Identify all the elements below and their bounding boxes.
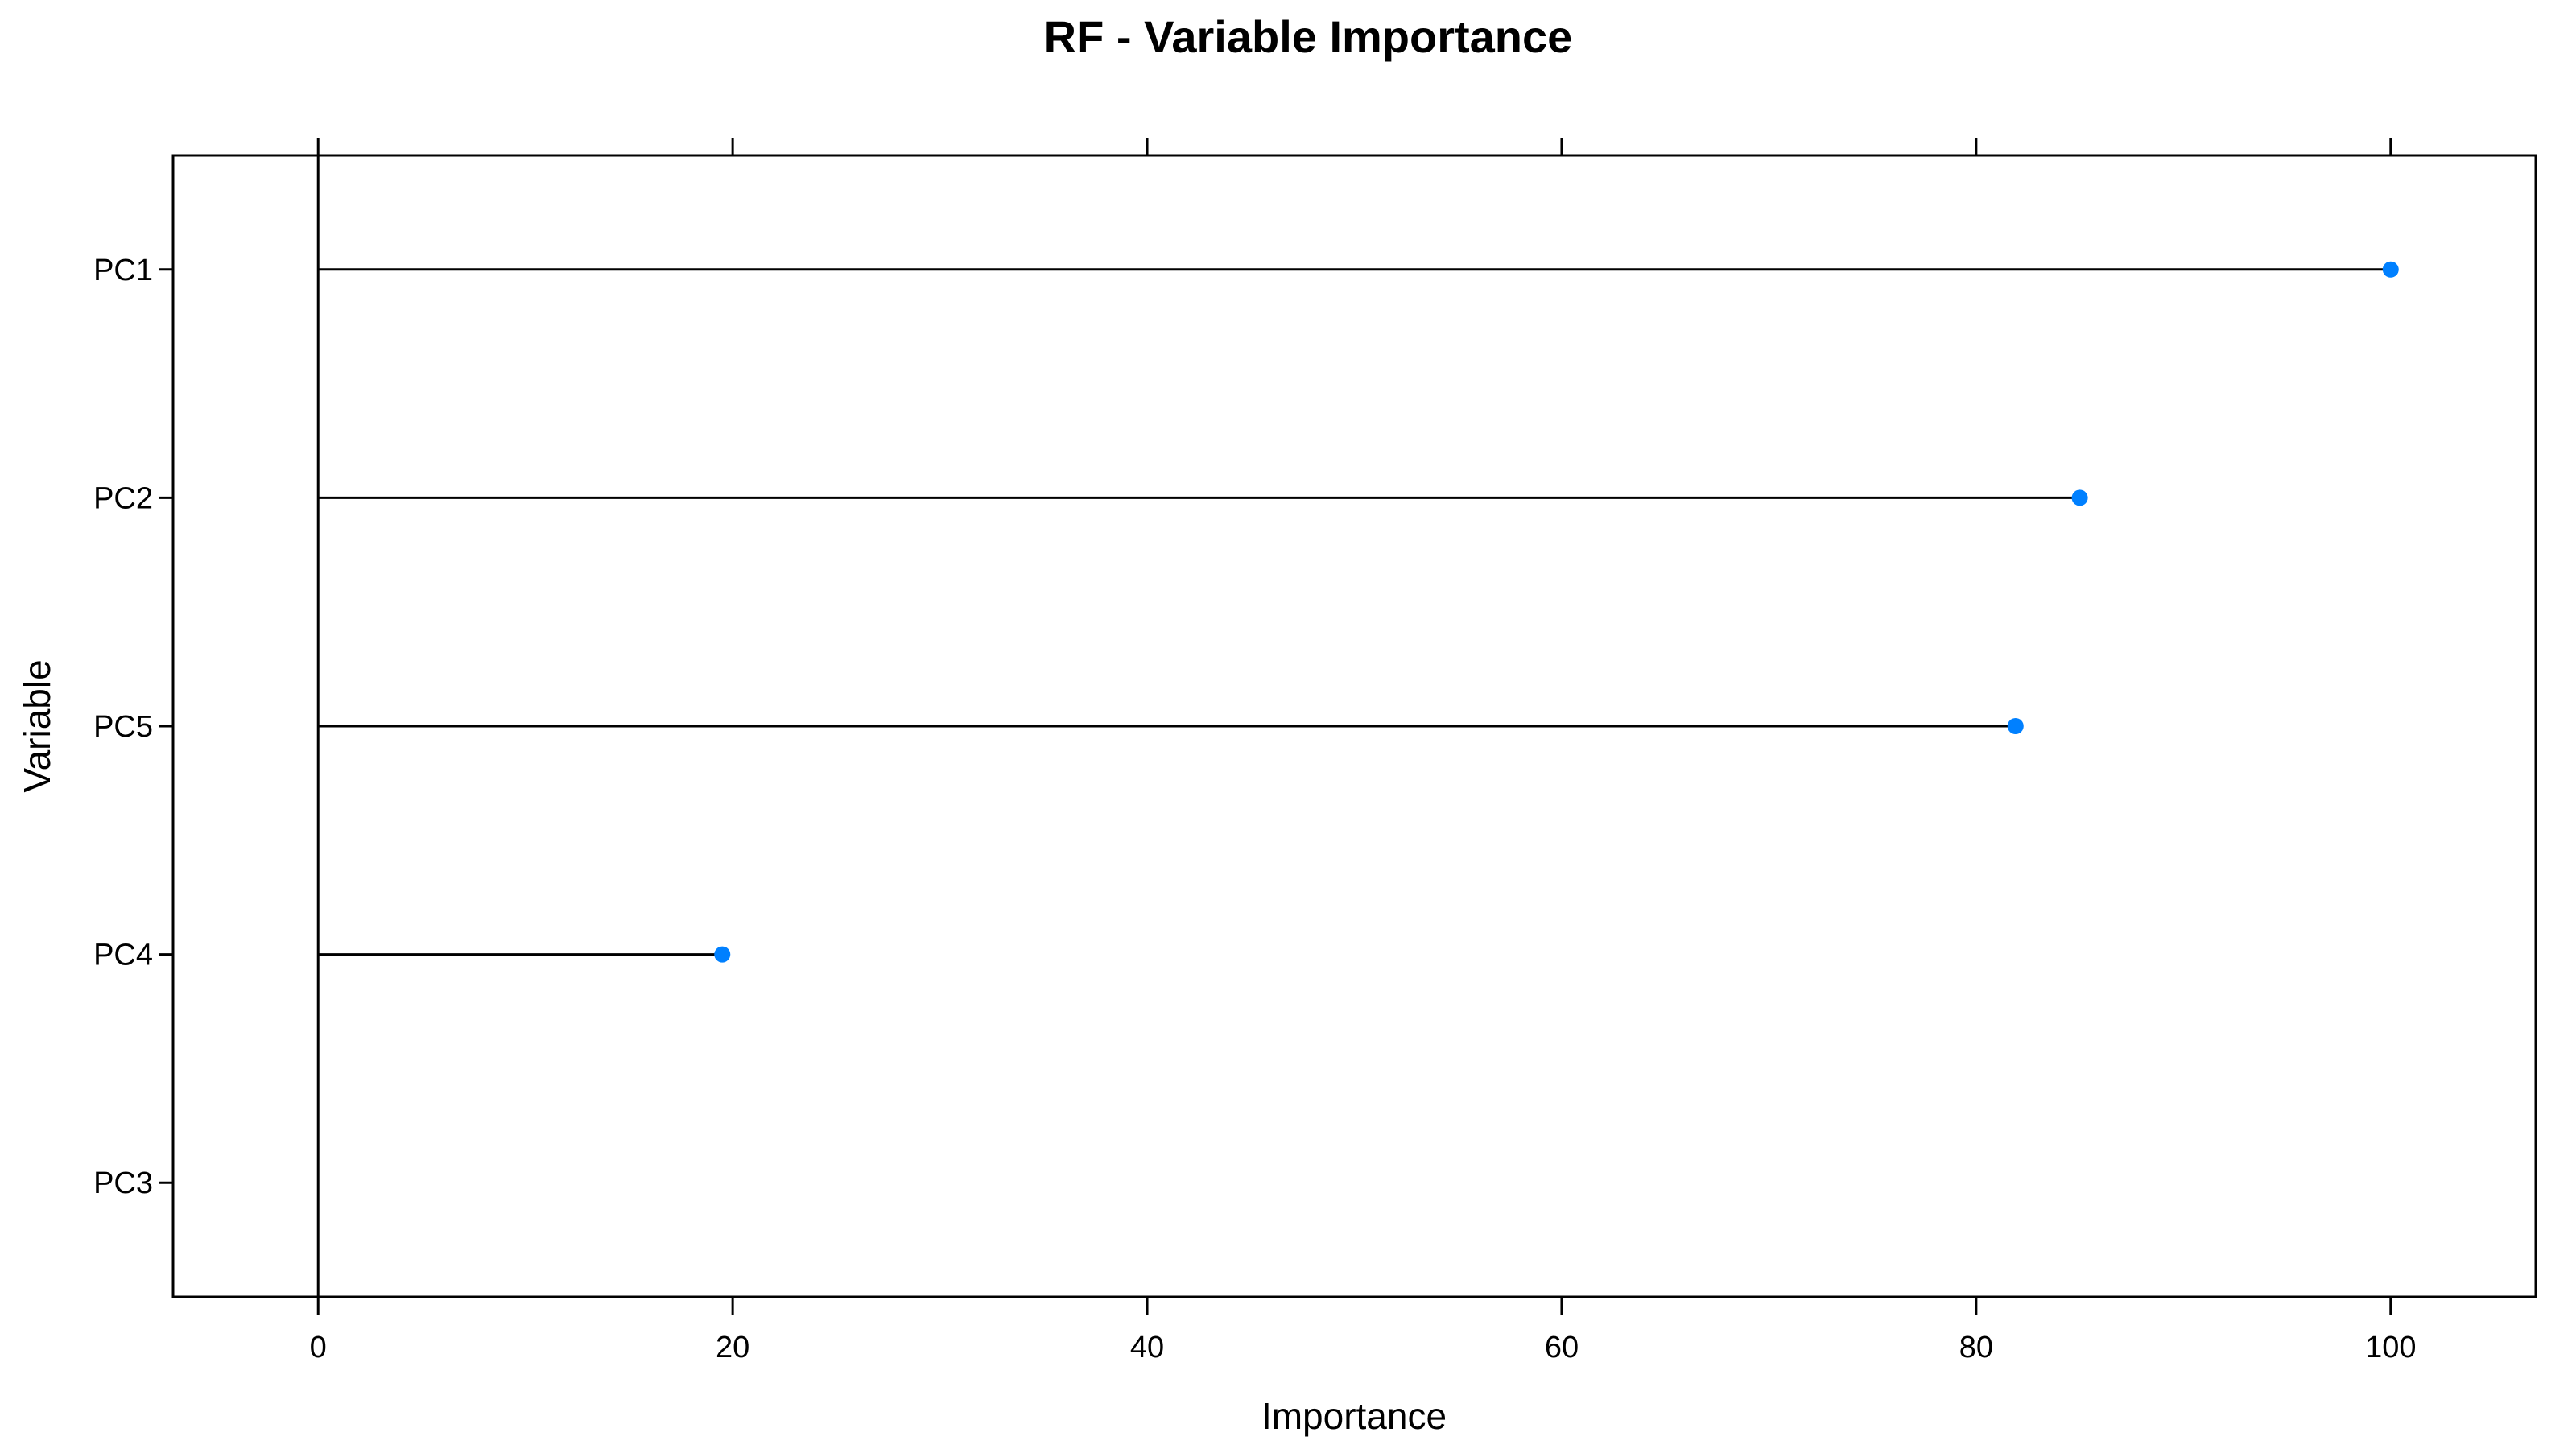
x-axis-bottom: 0 20 40 60 80 100 — [310, 1297, 2416, 1364]
category-label: PC1 — [93, 254, 153, 287]
importance-point-pc5 — [2007, 718, 2024, 734]
x-tick-label: 20 — [716, 1331, 749, 1364]
category-label: PC3 — [93, 1166, 153, 1200]
x-tick-label: 100 — [2365, 1331, 2416, 1364]
x-tick-label: 0 — [310, 1331, 327, 1364]
category-label: PC5 — [93, 710, 153, 744]
y-axis-label: Variable — [16, 659, 58, 792]
importance-point-pc2 — [2071, 489, 2088, 506]
importance-point-pc4 — [714, 946, 731, 963]
x-tick-label: 60 — [1545, 1331, 1579, 1364]
x-axis-label: Importance — [1261, 1395, 1447, 1437]
importance-point-pc1 — [2382, 261, 2399, 278]
chart-marks — [318, 261, 2399, 963]
x-tick-label: 40 — [1130, 1331, 1164, 1364]
x-tick-label: 80 — [1959, 1331, 1993, 1364]
x-axis-top — [316, 138, 2392, 155]
y-axis-categories: PC1 PC2 PC5 PC4 PC3 — [93, 254, 173, 1200]
category-label: PC2 — [93, 481, 153, 515]
category-label: PC4 — [93, 939, 153, 972]
chart-title: RF - Variable Importance — [1044, 11, 1573, 62]
